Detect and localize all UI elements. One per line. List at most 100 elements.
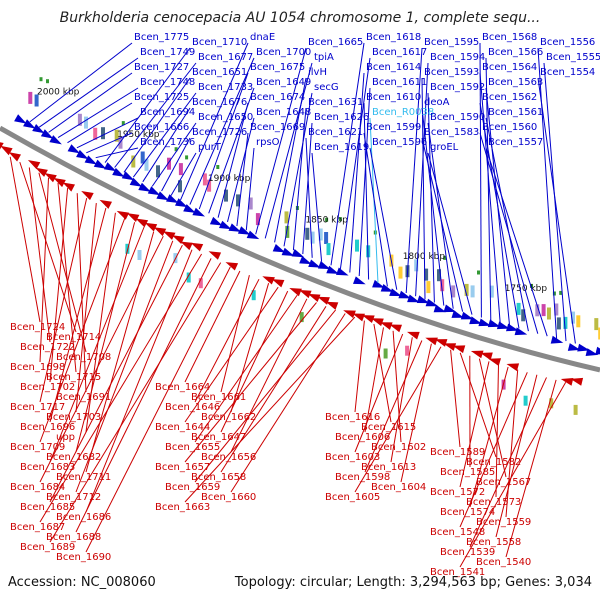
forward-gene-label[interactable]: Bcen_1725 <box>134 92 189 103</box>
reverse-gene-label[interactable]: Bcen_1644 <box>155 422 210 433</box>
forward-gene-arrow[interactable] <box>281 247 295 256</box>
forward-gene-arrow[interactable] <box>595 346 600 355</box>
forward-gene-arrow[interactable] <box>416 295 430 304</box>
reverse-gene-label[interactable]: Bcen_1541 <box>430 567 485 578</box>
reverse-gene-label[interactable]: Bcen_1703 <box>46 412 101 423</box>
reverse-gene-label[interactable]: Bcen_1717 <box>10 402 65 413</box>
reverse-gene-arrow[interactable] <box>53 177 66 188</box>
reverse-gene-arrow[interactable] <box>343 310 356 319</box>
reverse-gene-label[interactable]: Bcen_1574 <box>440 507 495 518</box>
forward-gene-label[interactable]: Bcen_1710 <box>192 37 247 48</box>
forward-gene-arrow[interactable] <box>398 290 412 299</box>
forward-gene-label[interactable]: Bcen_1775 <box>134 32 189 43</box>
reverse-gene-arrow[interactable] <box>35 167 48 177</box>
reverse-gene-label[interactable]: Bcen_1598 <box>335 472 390 483</box>
forward-gene-arrow[interactable] <box>147 186 161 196</box>
forward-gene-label[interactable]: Bcen_1650 <box>198 112 253 123</box>
forward-gene-label[interactable]: Bcen_1674 <box>250 92 305 103</box>
reverse-gene-arrow[interactable] <box>362 315 375 323</box>
forward-gene-arrow[interactable] <box>121 171 135 181</box>
forward-gene-arrow[interactable] <box>460 311 474 320</box>
forward-gene-label[interactable]: Bcen_1626 <box>314 112 369 123</box>
forward-gene-label[interactable]: Bcen_1749 <box>140 47 195 58</box>
reverse-gene-label[interactable]: Bcen_1714 <box>46 332 101 343</box>
forward-gene-arrow[interactable] <box>514 327 528 336</box>
reverse-gene-label[interactable]: Bcen_1715 <box>46 372 101 383</box>
reverse-gene-label[interactable]: Bcen_1687 <box>10 522 65 533</box>
reverse-gene-arrow[interactable] <box>44 173 57 183</box>
reverse-gene-arrow[interactable] <box>81 191 94 201</box>
forward-gene-label[interactable]: Bcen_1619 <box>314 142 369 153</box>
forward-gene-arrow[interactable] <box>577 343 590 352</box>
reverse-gene-arrow[interactable] <box>190 242 204 252</box>
reverse-gene-label[interactable]: Bcen_1708 <box>56 352 111 363</box>
forward-gene-arrow[interactable] <box>291 249 305 258</box>
forward-gene-arrow[interactable] <box>567 343 581 351</box>
reverse-gene-label[interactable]: Bcen_1690 <box>56 552 111 563</box>
reverse-gene-arrow[interactable] <box>299 290 312 299</box>
forward-gene-label[interactable]: Bcen_1599 <box>366 122 421 133</box>
reverse-gene-label[interactable]: Bcen_1686 <box>56 512 111 523</box>
reverse-gene-label[interactable]: Bcen_1696 <box>20 422 75 433</box>
reverse-gene-arrow[interactable] <box>480 352 493 361</box>
forward-gene-label[interactable]: Bcen_1595 <box>424 37 479 48</box>
forward-gene-label[interactable]: Bcen_1554 <box>540 67 595 78</box>
reverse-gene-arrow[interactable] <box>317 296 330 305</box>
forward-gene-label[interactable]: Bcen_1590 <box>430 112 485 123</box>
reverse-gene-arrow[interactable] <box>506 363 520 372</box>
reverse-gene-label[interactable]: Bcen_1613 <box>361 462 416 473</box>
forward-gene-label[interactable]: Bcen_1648 <box>256 107 311 118</box>
forward-gene-label[interactable]: groEL <box>430 142 459 153</box>
forward-gene-arrow[interactable] <box>49 135 62 145</box>
forward-gene-label[interactable]: Bcen_1675 <box>250 62 305 73</box>
reverse-gene-arrow[interactable] <box>116 210 130 220</box>
forward-gene-arrow[interactable] <box>496 321 510 330</box>
reverse-gene-arrow[interactable] <box>225 262 239 271</box>
forward-gene-label[interactable]: Bcen_1677 <box>198 52 253 63</box>
forward-gene-arrow[interactable] <box>156 191 169 201</box>
forward-gene-label[interactable]: Bcen_1611 <box>372 77 427 88</box>
reverse-gene-label[interactable]: Bcen_1603 <box>325 452 380 463</box>
reverse-gene-label[interactable]: Bcen_1688 <box>46 532 101 543</box>
reverse-gene-label[interactable]: Bcen_1582 <box>466 457 521 468</box>
forward-gene-arrow[interactable] <box>219 220 232 230</box>
reverse-gene-arrow[interactable] <box>153 227 167 237</box>
forward-gene-arrow[interactable] <box>380 284 394 292</box>
forward-gene-arrow[interactable] <box>138 182 151 192</box>
forward-gene-arrow[interactable] <box>40 129 54 139</box>
reverse-gene-arrow[interactable] <box>271 279 285 288</box>
forward-gene-arrow[interactable] <box>299 256 312 265</box>
forward-gene-label[interactable]: Bcen_1614 <box>366 62 421 73</box>
reverse-gene-label[interactable]: Bcen_1559 <box>476 517 531 528</box>
forward-gene-arrow[interactable] <box>183 204 196 213</box>
forward-gene-arrow[interactable] <box>478 318 491 327</box>
forward-gene-arrow[interactable] <box>14 114 27 124</box>
forward-gene-arrow[interactable] <box>32 124 45 134</box>
reverse-gene-arrow[interactable] <box>380 322 393 330</box>
reverse-gene-label[interactable]: Bcen_1604 <box>371 482 426 493</box>
forward-gene-label[interactable]: Bcen_1563 <box>488 77 543 88</box>
reverse-gene-arrow[interactable] <box>371 318 384 327</box>
reverse-gene-label[interactable]: Bcen_1657 <box>155 462 210 473</box>
reverse-gene-arrow[interactable] <box>389 324 402 333</box>
forward-gene-label[interactable]: Bcen_1733 <box>198 82 253 93</box>
forward-gene-arrow[interactable] <box>353 276 366 285</box>
forward-gene-label[interactable]: Bcen_1555 <box>546 52 600 63</box>
reverse-gene-label[interactable]: Bcen_1540 <box>476 557 531 568</box>
reverse-gene-arrow[interactable] <box>407 331 420 340</box>
reverse-gene-label[interactable]: Bcen_1663 <box>155 502 210 513</box>
reverse-gene-arrow[interactable] <box>62 182 75 192</box>
reverse-gene-label[interactable]: Bcen_1646 <box>165 402 220 413</box>
reverse-gene-arrow[interactable] <box>570 377 584 386</box>
forward-gene-arrow[interactable] <box>433 304 447 313</box>
reverse-gene-arrow[interactable] <box>352 313 365 322</box>
forward-gene-arrow[interactable] <box>209 216 223 226</box>
reverse-gene-label[interactable]: Bcen_1702 <box>20 382 75 393</box>
reverse-gene-label[interactable]: Bcen_1660 <box>201 492 256 503</box>
reverse-gene-label[interactable]: Bcen_1664 <box>155 382 210 393</box>
forward-gene-label[interactable]: Bcen_1583 <box>424 127 479 138</box>
forward-gene-label[interactable]: Bcen_1676 <box>192 97 247 108</box>
reverse-gene-label[interactable]: Bcen_1567 <box>476 477 531 488</box>
reverse-gene-arrow[interactable] <box>99 199 113 209</box>
forward-gene-arrow[interactable] <box>192 207 205 217</box>
